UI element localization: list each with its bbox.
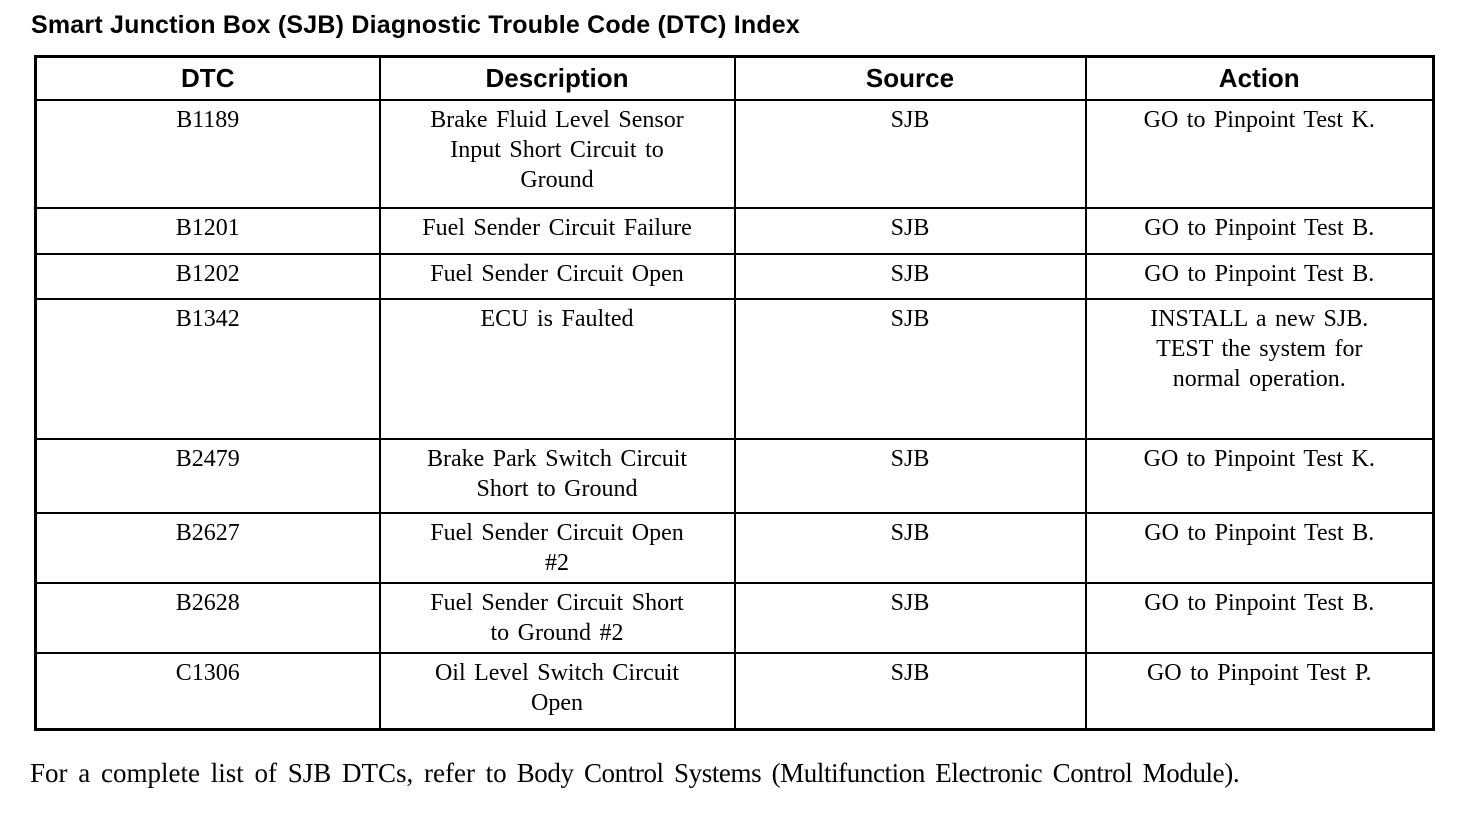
source-cell: SJB <box>733 99 1087 209</box>
action-cell: GO to Pinpoint Test P. <box>1084 652 1435 730</box>
table-row: B2627 Fuel Sender Circuit Open #2 SJB GO… <box>34 512 1435 584</box>
description-cell: ECU is Faulted <box>378 298 736 440</box>
dtc-index-table: DTC Description Source Action B1189 Brak… <box>34 55 1435 731</box>
action-cell: GO to Pinpoint Test K. <box>1084 438 1435 514</box>
column-header-description: Description <box>378 55 736 101</box>
action-cell: GO to Pinpoint Test B. <box>1084 512 1435 584</box>
dtc-cell: C1306 <box>34 652 381 730</box>
description-cell: Fuel Sender Circuit Open <box>378 253 736 300</box>
description-cell: Brake Park Switch Circuit Short to Groun… <box>378 438 736 514</box>
dtc-cell: B1201 <box>34 207 381 255</box>
source-cell: SJB <box>733 582 1087 654</box>
table-row: B1342 ECU is Faulted SJB INSTALL a new S… <box>34 298 1435 440</box>
table-row: B2479 Brake Park Switch Circuit Short to… <box>34 438 1435 514</box>
table-row: B1202 Fuel Sender Circuit Open SJB GO to… <box>34 253 1435 300</box>
action-cell: GO to Pinpoint Test K. <box>1084 99 1435 209</box>
table-row: C1306 Oil Level Switch Circuit Open SJB … <box>34 652 1435 730</box>
dtc-cell: B1189 <box>34 99 381 209</box>
source-cell: SJB <box>733 207 1087 255</box>
table-row: B1189 Brake Fluid Level Sensor Input Sho… <box>34 99 1435 209</box>
description-cell: Brake Fluid Level Sensor Input Short Cir… <box>378 99 736 209</box>
table-row: B2628 Fuel Sender Circuit Short to Groun… <box>34 582 1435 654</box>
action-cell: INSTALL a new SJB. TEST the system for n… <box>1084 298 1435 440</box>
column-header-source: Source <box>733 55 1087 101</box>
source-cell: SJB <box>733 652 1087 730</box>
column-header-dtc: DTC <box>34 55 381 101</box>
dtc-cell: B2627 <box>34 512 381 584</box>
source-cell: SJB <box>733 438 1087 514</box>
page-title: Smart Junction Box (SJB) Diagnostic Trou… <box>31 11 801 39</box>
dtc-cell: B2628 <box>34 582 381 654</box>
footer-reference: Body Control Systems (Multifunction Elec… <box>516 758 1240 788</box>
dtc-cell: B1342 <box>34 298 381 440</box>
source-cell: SJB <box>733 298 1087 440</box>
table-header-row: DTC Description Source Action <box>34 55 1435 101</box>
action-cell: GO to Pinpoint Test B. <box>1084 253 1435 300</box>
source-cell: SJB <box>733 512 1087 584</box>
description-cell: Fuel Sender Circuit Failure <box>378 207 736 255</box>
footer-note: For a complete list of SJB DTCs, refer t… <box>30 758 1240 789</box>
description-cell: Oil Level Switch Circuit Open <box>378 652 736 730</box>
source-cell: SJB <box>733 253 1087 300</box>
column-header-action: Action <box>1084 55 1435 101</box>
table-row: B1201 Fuel Sender Circuit Failure SJB GO… <box>34 207 1435 255</box>
description-cell: Fuel Sender Circuit Short to Ground #2 <box>378 582 736 654</box>
description-cell: Fuel Sender Circuit Open #2 <box>378 512 736 584</box>
dtc-cell: B1202 <box>34 253 381 300</box>
footer-note-text: For a complete list of SJB DTCs, refer t… <box>30 758 507 788</box>
action-cell: GO to Pinpoint Test B. <box>1084 207 1435 255</box>
dtc-cell: B2479 <box>34 438 381 514</box>
action-cell: GO to Pinpoint Test B. <box>1084 582 1435 654</box>
